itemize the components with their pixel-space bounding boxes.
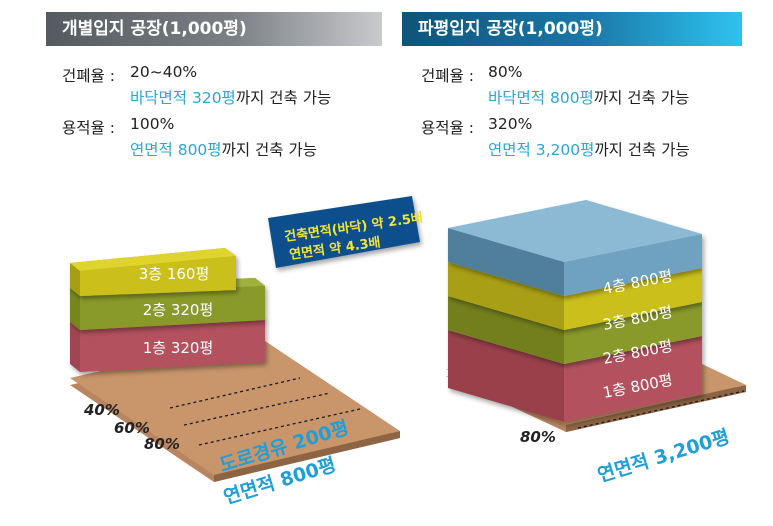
right-bcr-note: 바닥면적 800평까지 건축 가능 [488,85,689,111]
right-floor-2 [448,296,702,364]
right-floor-4 [448,200,702,296]
left-bcr-label: 건폐율 : [62,67,115,85]
right-caption: 연면적 3,200평 [595,426,732,487]
left-percent-60: 60% [114,419,150,437]
left-percent-80: 80% [144,435,180,453]
comparison-badge-bg [268,196,420,268]
right-floor-3 [448,262,702,330]
right-floor-1 [448,330,702,422]
right-far-label: 용적율 : [421,119,474,137]
left-far-note-highlight: 연면적 800평 [130,141,222,159]
left-floor-3-label: 3층 160평 [139,265,210,283]
left-far-note: 연면적 800평까지 건축 가능 [130,137,317,163]
right-far-note-highlight: 연면적 3,200평 [488,141,595,159]
right-roof [448,200,702,262]
left-far-note-rest: 까지 건축 가능 [221,141,317,159]
left-bcr-value: 20~40% [130,63,198,81]
left-floor-2-label: 2층 320평 [143,301,214,319]
right-percent-80: 80% [520,428,556,446]
left-bcr-note-rest: 까지 건축 가능 [235,89,332,107]
left-bcr-note-highlight: 바닥면적 320평 [130,89,236,107]
left-percent-40: 40% [83,401,120,419]
left-ground-top [70,335,400,475]
right-section-header: 파평입지 공장(1,000평) [402,12,742,46]
right-bcr-value: 80% [488,63,523,81]
right-bcr-note-rest: 까지 건축 가능 [593,89,690,107]
right-far-value: 320% [488,115,533,133]
right-80-dashline [577,390,745,429]
left-floor-1-label: 1층 320평 [143,339,214,357]
right-far-note-rest: 까지 건축 가능 [594,141,690,159]
left-floor-3 [70,248,236,296]
left-ground-plate [70,335,400,482]
left-far-value: 100% [130,115,175,133]
left-bcr-note: 바닥면적 320평까지 건축 가능 [130,85,331,111]
comparison-badge [268,196,420,268]
left-section-header: 개별입지 공장(1,000평) [46,12,382,46]
left-40-dashline [169,377,301,409]
left-far-label: 용적율 : [62,119,115,137]
right-bcr-label: 건폐율 : [421,67,474,85]
left-60-dashline [183,392,331,426]
right-far-note: 연면적 3,200평까지 건축 가능 [488,137,690,163]
right-bcr-note-highlight: 바닥면적 800평 [488,89,594,107]
